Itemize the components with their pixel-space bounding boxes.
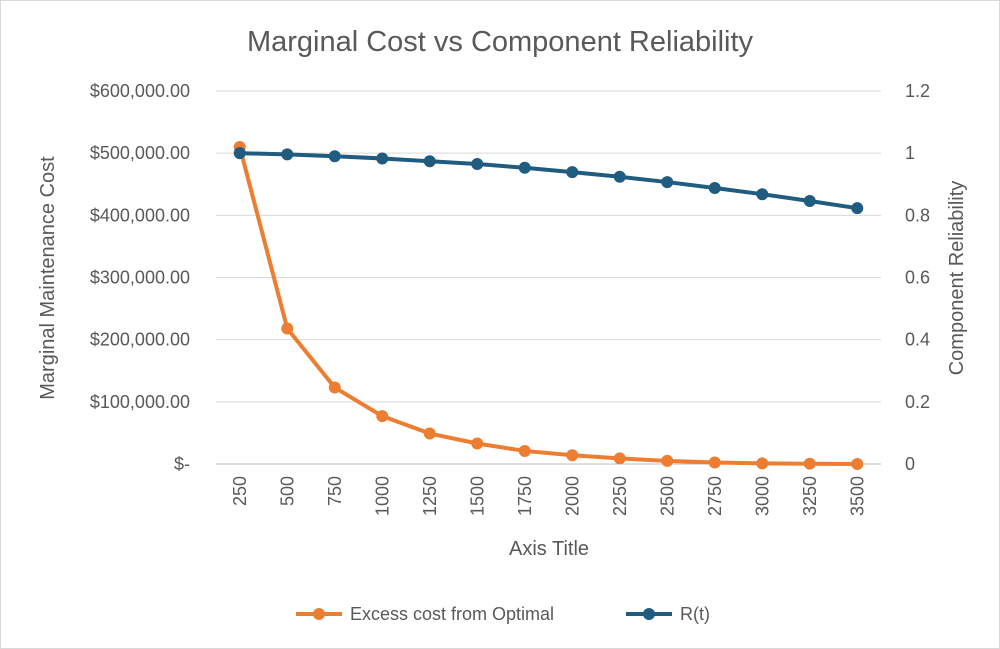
data-point — [708, 181, 721, 194]
y-axis-ticks: $- $100,000.00 $200,000.00 $300,000.00 $400,… — [90, 81, 190, 474]
series-line — [237, 146, 858, 466]
x-tick-label: 2000 — [562, 476, 582, 516]
x-tick-label: 750 — [325, 476, 345, 506]
y-tick-label: $400,000.00 — [90, 205, 190, 225]
data-point — [376, 410, 389, 423]
x-axis-ticks: 250 500 750 1000 1250 1500 1750 2000 2250 2500 275… — [230, 476, 868, 516]
data-point — [423, 155, 436, 168]
data-point — [803, 457, 816, 470]
legend-marker — [643, 608, 655, 620]
data-point — [566, 449, 579, 462]
x-tick-label: 3000 — [752, 476, 772, 516]
data-point — [471, 158, 484, 171]
legend-label: R(t) — [680, 604, 710, 624]
y-tick-label: $- — [174, 454, 190, 474]
y2-tick-label: 0.6 — [905, 268, 930, 288]
legend-label: Excess cost from Optimal — [350, 604, 554, 624]
y2-axis-ticks: 0 0.2 0.4 0.6 0.8 1 1.2 — [905, 81, 930, 474]
y2-tick-label: 1 — [905, 143, 915, 163]
data-point — [281, 322, 294, 335]
data-point — [281, 148, 294, 161]
x-tick-label: 2250 — [610, 476, 630, 516]
data-point — [613, 170, 626, 183]
chart-title: Marginal Cost vs Component Reliability — [247, 26, 754, 58]
x-tick-label: 1750 — [515, 476, 535, 516]
data-point — [851, 458, 864, 470]
y-tick-label: $500,000.00 — [90, 143, 190, 163]
x-tick-label: 500 — [277, 476, 297, 506]
data-point — [328, 150, 341, 163]
data-point — [423, 427, 436, 440]
series-line — [239, 151, 858, 211]
y-tick-label: $200,000.00 — [90, 330, 190, 350]
x-tick-label: 3500 — [847, 476, 867, 516]
legend-marker — [313, 608, 325, 620]
data-point — [851, 202, 864, 215]
x-tick-label: 250 — [230, 476, 250, 506]
data-point — [803, 195, 816, 208]
x-tick-label: 1500 — [467, 476, 487, 516]
data-point — [518, 161, 531, 174]
data-point — [756, 188, 769, 201]
y2-axis-title: Component Reliability — [946, 181, 968, 376]
y-axis-title: Marginal Maintenance Cost — [37, 156, 59, 400]
series-group — [233, 140, 864, 470]
data-point — [376, 152, 389, 165]
y2-tick-label: 1.2 — [905, 81, 930, 101]
x-tick-label: 1250 — [420, 476, 440, 516]
x-axis-title: Axis Title — [509, 538, 589, 560]
data-point — [518, 444, 531, 457]
x-tick-label: 2750 — [705, 476, 725, 516]
y2-tick-label: 0.2 — [905, 392, 930, 412]
data-point — [566, 166, 579, 179]
y2-tick-label: 0 — [905, 454, 915, 474]
data-point — [233, 147, 246, 160]
y-tick-label: $300,000.00 — [90, 268, 190, 288]
x-tick-label: 1000 — [372, 476, 392, 516]
y2-tick-label: 0.8 — [905, 205, 930, 225]
legend: Excess cost from Optimal R(t) — [296, 604, 710, 624]
data-point — [613, 452, 626, 465]
grid-lines — [216, 90, 881, 465]
data-point — [471, 437, 484, 450]
y-tick-label: $100,000.00 — [90, 392, 190, 412]
y2-tick-label: 0.4 — [905, 330, 930, 350]
data-point — [661, 454, 674, 467]
data-point — [661, 176, 674, 189]
data-point — [328, 381, 341, 394]
x-tick-label: 2500 — [657, 476, 677, 516]
y-tick-label: $600,000.00 — [90, 81, 190, 101]
data-point — [708, 456, 721, 469]
x-tick-label: 3250 — [800, 476, 820, 516]
data-point — [756, 457, 769, 470]
